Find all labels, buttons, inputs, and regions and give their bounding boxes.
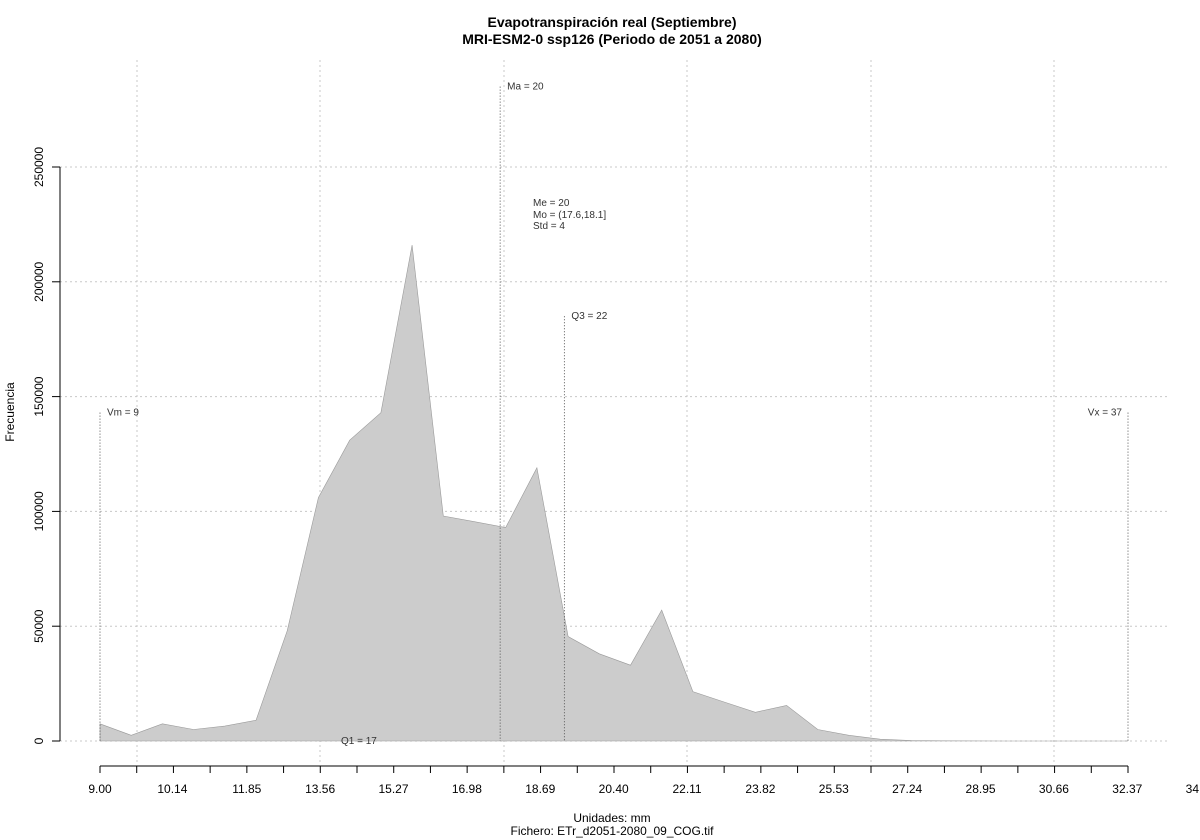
y-tick-label-0: 0 — [32, 737, 46, 744]
x-tick-label-5: 16.98 — [452, 782, 482, 796]
x-tick-label-9: 23.82 — [745, 782, 775, 796]
x-tick-label-6: 18.69 — [525, 782, 555, 796]
x-axis-label: Unidades: mm — [573, 811, 650, 825]
x-tick-label-1: 10.14 — [157, 782, 187, 796]
x-tick-label-4: 15.27 — [379, 782, 409, 796]
frequency-area-path — [99, 245, 1128, 742]
chart-subtitle: MRI-ESM2-0 ssp126 (Periodo de 2051 a 208… — [462, 31, 762, 47]
x-tick-label-0: 9.00 — [88, 782, 112, 796]
stat-lines — [99, 86, 1129, 741]
y-axis: 0 50000 100000 150000 200000 250000 — [32, 147, 61, 744]
x-tick-label-12: 28.95 — [966, 782, 996, 796]
x-axis: 9.00 10.14 11.85 13.56 15.27 16.98 18.69 20.40 2… — [88, 765, 1200, 796]
y-tick-label-5: 250000 — [32, 147, 46, 187]
stat-annotations: Vm = 9 Ma = 20 Q3 = 22 Vx = 37 Q1 = 17 — [107, 82, 1122, 747]
x-tick-label-13: 30.66 — [1039, 782, 1069, 796]
y-tick-label-1: 50000 — [32, 609, 46, 643]
stats-std: Std = 4 — [533, 221, 565, 232]
stat-label-2: Q3 = 22 — [571, 311, 607, 322]
chart-title: Evapotranspiración real (Septiembre) — [488, 14, 737, 30]
x-tick-label-14: 32.37 — [1112, 782, 1142, 796]
x-tick-label-8: 22.11 — [672, 782, 701, 796]
y-tick-label-2: 100000 — [32, 491, 46, 531]
frequency-area — [99, 245, 1128, 742]
x-tick-label-11: 27.24 — [892, 782, 922, 796]
x-tick-label-3: 13.56 — [305, 782, 335, 796]
stat-label-4: Q1 = 17 — [341, 736, 377, 747]
stats-box: Me = 20 Mo = (17.6,18.1] Std = 4 — [533, 198, 606, 232]
x-tick-label-2: 11.85 — [232, 782, 261, 796]
stat-label-0: Vm = 9 — [107, 408, 139, 419]
y-tick-label-4: 200000 — [32, 261, 46, 301]
stat-label-3: Vx = 37 — [1088, 408, 1123, 419]
y-tick-label-3: 150000 — [32, 376, 46, 416]
x-tick-label-7: 20.40 — [599, 782, 629, 796]
stats-mode: Mo = (17.6,18.1] — [533, 210, 606, 221]
file-footer: Fichero: ETr_d2051-2080_09_COG.tif — [511, 824, 715, 838]
x-tick-label-15: 34.08 — [1186, 782, 1200, 796]
stat-label-1: Ma = 20 — [507, 82, 544, 93]
stats-median: Me = 20 — [533, 198, 570, 209]
y-axis-label: Frecuencia — [3, 382, 17, 442]
x-tick-label-10: 25.53 — [819, 782, 849, 796]
